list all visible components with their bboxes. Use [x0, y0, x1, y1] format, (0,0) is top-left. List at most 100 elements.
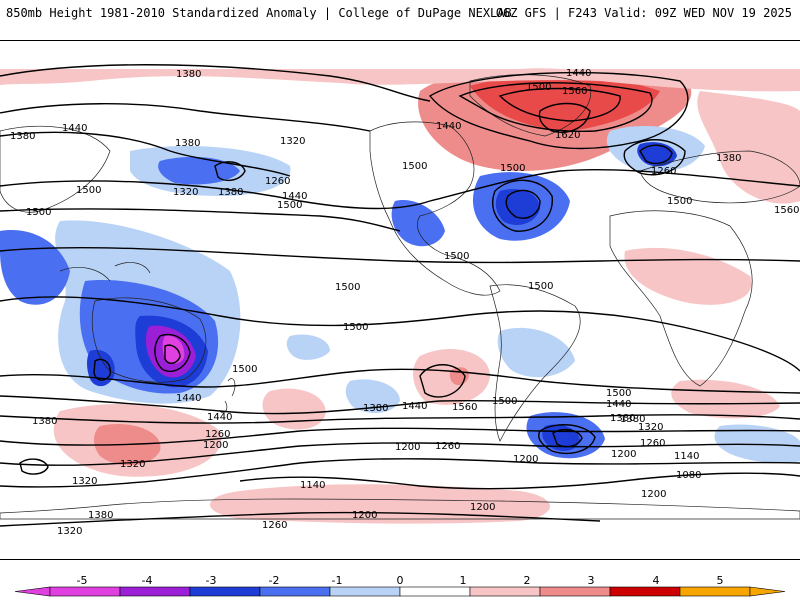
positive-anomaly-sw-atlantic [262, 388, 326, 430]
contour-label: 1260 [262, 520, 287, 531]
negative-anomaly-south-america [497, 327, 575, 378]
contour-1620-greenland [538, 102, 591, 133]
contour-ridge-sio [19, 458, 49, 475]
contour-label: 1560 [562, 86, 587, 97]
map-title: 850mb Height 1981-2010 Standardized Anom… [6, 6, 512, 20]
colorbar-left-arrow [14, 586, 51, 597]
contour-1500-sh2 [0, 368, 800, 394]
contour-label: 1500 [528, 281, 553, 292]
contour-label: 1320 [120, 459, 145, 470]
colorbar-tick: 5 [716, 574, 724, 587]
contour-1500-tropics [0, 246, 800, 264]
colorbar [14, 586, 786, 597]
contour-label: 1380 [218, 187, 243, 198]
contour-label: 1380 [88, 510, 113, 521]
coast-new-zealand [219, 378, 236, 414]
contour-label: 1500 [526, 82, 551, 93]
contour-1440-greenland [428, 71, 689, 150]
contour-label: 1380 [175, 138, 200, 149]
model-run-info: 06Z GFS | F243 Valid: 09Z WED NOV 19 202… [495, 6, 792, 20]
colorbar-segment [399, 586, 471, 597]
coastlines [0, 74, 800, 520]
contour-1440-sh [0, 395, 800, 415]
contour-label: 1380 [32, 416, 57, 427]
contour-label: 1320 [57, 526, 82, 537]
colorbar-tick: -5 [76, 574, 88, 587]
contour-label: 1500 [26, 207, 51, 218]
colorbar-tick: 1 [459, 574, 467, 587]
contour-label: 1380 [176, 69, 201, 80]
contour-label: 1320 [638, 422, 663, 433]
contour-1440-north [0, 103, 371, 132]
negative-anomaly-mexico [391, 200, 445, 247]
contour-label: 1260 [265, 176, 290, 187]
coast-north-america [369, 121, 501, 296]
contour-label: 1080 [676, 470, 701, 481]
negative-anomaly-south-indian-west [714, 424, 800, 463]
colorbar-segment [679, 586, 751, 597]
positive-anomaly-south-atlantic [671, 379, 780, 419]
contour-label: 1440 [436, 121, 461, 132]
contour-label: 1380 [10, 131, 35, 142]
colorbar-tick: -4 [141, 574, 153, 587]
contour-low-natl2 [639, 144, 673, 165]
contour-ridge-spac [419, 364, 466, 398]
contour-low-npac [214, 161, 246, 182]
colorbar-segment [189, 586, 261, 597]
contour-label: 1200 [470, 502, 495, 513]
contour-label: 1500 [335, 282, 360, 293]
contour-label: 1200 [395, 442, 420, 453]
coast-south-america [489, 284, 581, 442]
contour-label: 1500 [492, 396, 517, 407]
colorbar-tick: 2 [523, 574, 531, 587]
contour-label: 1200 [611, 449, 636, 460]
colorbar-segment [49, 586, 121, 597]
colorbar-segment [119, 586, 191, 597]
coast-europe [639, 150, 800, 204]
contour-label: 1500 [277, 200, 302, 211]
negative-anomaly-east-pacific [286, 334, 330, 360]
contour-label: 1440 [606, 399, 631, 410]
contour-label: 1260 [651, 166, 676, 177]
contour-label: 1320 [72, 476, 97, 487]
contour-low-eastus2 [505, 189, 541, 219]
map-canvas: 1380 1440 1380 1320 1380 1500 1440 1500 … [0, 64, 800, 537]
contour-labels: 1380 1440 1380 1320 1380 1500 1440 1500 … [10, 68, 799, 537]
coast-indonesia [59, 262, 151, 282]
contour-label: 1440 [62, 123, 87, 134]
contour-label: 1440 [207, 412, 232, 423]
contour-label: 1560 [774, 205, 799, 216]
contour-label: 1500 [667, 196, 692, 207]
contour-label: 1140 [674, 451, 699, 462]
colorbar-segment [609, 586, 681, 597]
contour-label: 1140 [300, 480, 325, 491]
contour-label: 1260 [205, 429, 230, 440]
coast-australia [91, 297, 207, 383]
contour-label: 1320 [280, 136, 305, 147]
contour-label: 1200 [641, 489, 666, 500]
negative-anomaly-australia-magenta [162, 335, 185, 364]
contour-label: 1500 [232, 364, 257, 375]
colorbar-segment [539, 586, 611, 597]
contour-label: 1380 [620, 414, 645, 425]
colorbar-segment [329, 586, 401, 597]
contour-label: 1500 [444, 251, 469, 262]
contour-label: 1200 [352, 510, 377, 521]
contour-label: 1500 [606, 388, 631, 399]
contour-low-aus2 [164, 344, 181, 364]
contour-label: 1380 [610, 413, 635, 424]
colorbar-segment [259, 586, 331, 597]
contour-low-aus [154, 333, 191, 372]
positive-anomaly-antarctic [210, 484, 550, 524]
contour-1380-sh [0, 414, 800, 424]
contour-1500-sh [0, 296, 800, 372]
contour-label: 1200 [203, 440, 228, 451]
contour-label: 1200 [513, 454, 538, 465]
colorbar-tick: -3 [205, 574, 217, 587]
contour-label: 1500 [343, 322, 368, 333]
contour-low-satl [538, 424, 596, 455]
negative-anomaly-sw-atlantic [345, 379, 400, 413]
contour-low-eastus [492, 179, 553, 232]
contour-label: 1440 [176, 393, 201, 404]
colorbar-ticks: -5 -4 -3 -2 -1 0 1 2 3 4 5 [0, 574, 800, 587]
